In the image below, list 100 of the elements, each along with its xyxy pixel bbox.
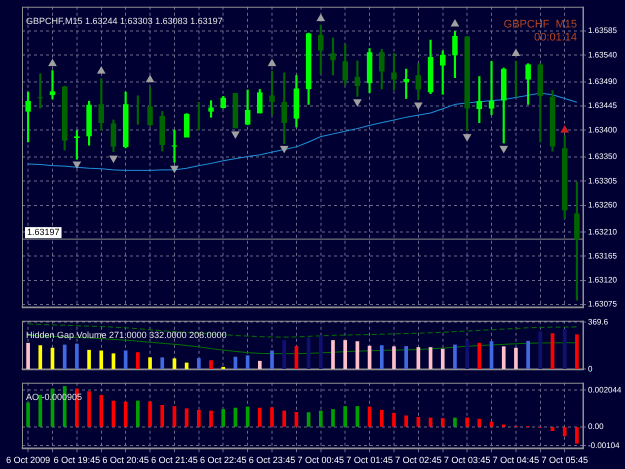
bar xyxy=(221,409,226,427)
bar xyxy=(490,341,494,370)
point xyxy=(48,59,56,66)
bar xyxy=(562,427,567,436)
bar xyxy=(368,346,372,370)
bar xyxy=(75,344,79,370)
y-tick-label: 1.63445 xyxy=(588,101,618,110)
x-tick-label: 7 Oct 01:45 xyxy=(346,455,393,466)
point xyxy=(560,126,569,133)
bar xyxy=(478,418,482,427)
bar xyxy=(234,356,238,370)
bar xyxy=(562,329,567,370)
point xyxy=(280,146,288,153)
point xyxy=(500,146,508,153)
bar xyxy=(62,344,67,370)
x-tick-label: 6 Oct 23:45 xyxy=(248,455,296,466)
bar xyxy=(246,406,250,427)
bar xyxy=(282,340,286,370)
y-tick-label: 1.63210 xyxy=(588,227,618,236)
bar xyxy=(148,401,152,427)
bar xyxy=(331,340,335,370)
y-tick-label: 1.63400 xyxy=(588,125,618,134)
bar xyxy=(270,350,274,370)
bar xyxy=(258,360,262,370)
x-tick-label: 6 Oct 2009 xyxy=(6,455,50,466)
bar xyxy=(331,409,335,427)
bar xyxy=(26,342,30,370)
x-tick-label: 6 Oct 22:45 xyxy=(200,455,246,466)
x-tick-label: 7 Oct 04:45 xyxy=(492,455,540,466)
bar xyxy=(416,416,420,427)
annotation: GBPCHF M15 xyxy=(504,18,577,30)
bar xyxy=(356,341,360,370)
bar xyxy=(440,418,445,427)
y-tick-label: 1.63350 xyxy=(588,152,618,162)
bar xyxy=(465,418,469,427)
bar xyxy=(318,410,323,427)
bar xyxy=(550,333,554,370)
bar xyxy=(124,402,128,427)
bar xyxy=(306,337,310,370)
line-series xyxy=(28,323,578,338)
bar xyxy=(478,342,482,370)
bar xyxy=(197,358,201,370)
bar xyxy=(416,347,420,370)
bar xyxy=(306,412,310,427)
bar xyxy=(136,352,140,370)
bar xyxy=(318,335,323,370)
bar xyxy=(440,348,445,370)
bar xyxy=(514,348,518,370)
bar xyxy=(294,412,298,427)
bar xyxy=(392,412,396,427)
y-tick-label: 0.00 xyxy=(588,422,604,432)
bar xyxy=(453,344,457,370)
bar xyxy=(343,406,348,427)
bar xyxy=(99,350,104,370)
bar xyxy=(538,331,542,370)
bar xyxy=(453,418,457,427)
bar xyxy=(99,395,104,427)
bar xyxy=(258,408,262,427)
bar xyxy=(490,422,494,427)
x-tick-label: 7 Oct 03:45 xyxy=(444,455,490,466)
bar xyxy=(160,357,164,370)
bar xyxy=(270,407,274,427)
bar xyxy=(502,424,506,427)
bar xyxy=(38,394,42,427)
y-tick-label: 0 xyxy=(588,364,593,374)
point xyxy=(414,102,422,110)
x-tick-label: 7 Oct 05:45 xyxy=(541,455,588,466)
bar xyxy=(87,350,91,370)
point xyxy=(353,99,362,106)
text: Hidden Gap Volume 271.0000 332.0000 208.0000 xyxy=(26,330,227,340)
bar xyxy=(282,410,286,427)
bar xyxy=(184,408,188,427)
y-tick-label: 1.63120 xyxy=(588,276,618,285)
bar xyxy=(26,402,30,427)
bar xyxy=(234,408,238,427)
bar xyxy=(428,347,432,370)
bar xyxy=(294,346,298,370)
bar xyxy=(209,360,213,370)
text: GBPCHF,M15 1.63244 1.63303 1.63083 1.63197 xyxy=(26,16,223,26)
bar xyxy=(368,406,372,427)
y-tick-label: -0.00104 xyxy=(588,440,620,450)
bar xyxy=(502,346,506,370)
bar xyxy=(575,427,579,444)
bar xyxy=(246,355,250,370)
point xyxy=(146,75,154,82)
point xyxy=(463,134,472,142)
x-tick-label: 6 Oct 20:45 xyxy=(102,455,149,466)
y-tick-label: 1.63260 xyxy=(588,200,618,210)
bar xyxy=(575,334,579,370)
x-tick-label: 7 Oct 02:45 xyxy=(395,455,442,466)
bar xyxy=(124,350,128,370)
point xyxy=(450,19,459,26)
bar xyxy=(87,391,91,427)
y-tick-label: 1.63165 xyxy=(588,251,618,260)
bar xyxy=(550,427,554,432)
y-tick-label: 1.63490 xyxy=(588,77,618,86)
annotation: 00:01:14 xyxy=(534,31,577,44)
x-tick-label: 6 Oct 19:45 xyxy=(54,455,100,466)
y-tick-label: 1.63075 xyxy=(588,300,618,309)
bar xyxy=(38,345,42,370)
